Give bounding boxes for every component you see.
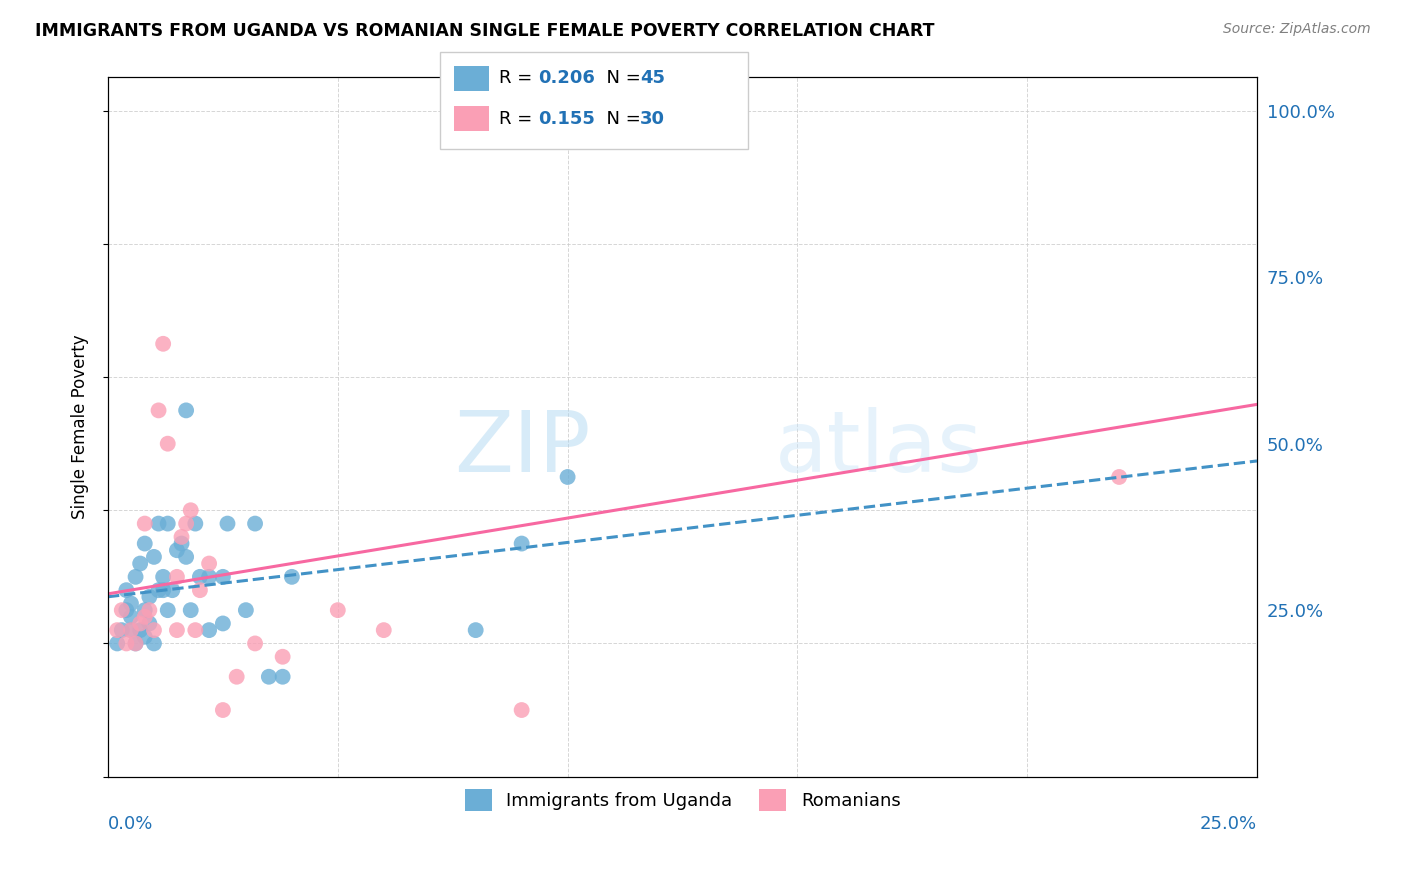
Point — [225, 670, 247, 684]
Point — [166, 570, 188, 584]
Point — [120, 623, 142, 637]
Text: Source: ZipAtlas.com: Source: ZipAtlas.com — [1223, 22, 1371, 37]
Point — [557, 103, 579, 118]
Point — [129, 623, 152, 637]
Point — [120, 623, 142, 637]
Point — [271, 649, 294, 664]
Point — [134, 516, 156, 531]
Point — [129, 557, 152, 571]
Text: 0.155: 0.155 — [538, 110, 595, 128]
Point — [138, 616, 160, 631]
Point — [271, 670, 294, 684]
Point — [138, 603, 160, 617]
Point — [174, 549, 197, 564]
Point — [243, 516, 266, 531]
Point — [111, 603, 134, 617]
Point — [152, 583, 174, 598]
Point — [142, 636, 165, 650]
Text: N =: N = — [595, 110, 647, 128]
Point — [124, 636, 146, 650]
Point — [243, 636, 266, 650]
Point — [257, 670, 280, 684]
Point — [174, 516, 197, 531]
Point — [115, 583, 138, 598]
Text: ZIP: ZIP — [454, 407, 591, 490]
Point — [198, 623, 221, 637]
Point — [129, 616, 152, 631]
Point — [120, 597, 142, 611]
Point — [134, 536, 156, 550]
Point — [152, 570, 174, 584]
Point — [170, 536, 193, 550]
Point — [115, 603, 138, 617]
Point — [142, 623, 165, 637]
Point — [188, 570, 211, 584]
Point — [156, 436, 179, 450]
Point — [148, 516, 170, 531]
Point — [510, 703, 533, 717]
Point — [281, 570, 304, 584]
Point — [148, 403, 170, 417]
Point — [162, 583, 184, 598]
Text: 0.206: 0.206 — [538, 70, 595, 87]
Point — [138, 590, 160, 604]
Point — [184, 516, 207, 531]
Text: 30: 30 — [640, 110, 665, 128]
Point — [156, 516, 179, 531]
Point — [326, 603, 349, 617]
Point — [180, 603, 202, 617]
Point — [217, 516, 239, 531]
Text: IMMIGRANTS FROM UGANDA VS ROMANIAN SINGLE FEMALE POVERTY CORRELATION CHART: IMMIGRANTS FROM UGANDA VS ROMANIAN SINGL… — [35, 22, 935, 40]
Point — [198, 557, 221, 571]
Point — [557, 470, 579, 484]
Text: 45: 45 — [640, 70, 665, 87]
Point — [134, 609, 156, 624]
Point — [510, 536, 533, 550]
Point — [105, 623, 128, 637]
Point — [111, 623, 134, 637]
Point — [180, 503, 202, 517]
Point — [235, 603, 257, 617]
Text: 0.0%: 0.0% — [108, 815, 153, 833]
Point — [373, 623, 395, 637]
Point — [124, 636, 146, 650]
Text: R =: R = — [499, 110, 538, 128]
Point — [188, 583, 211, 598]
Point — [134, 630, 156, 644]
Text: R =: R = — [499, 70, 538, 87]
Point — [184, 623, 207, 637]
Point — [212, 616, 235, 631]
Text: 25.0%: 25.0% — [1199, 815, 1257, 833]
Point — [166, 543, 188, 558]
Point — [152, 336, 174, 351]
Point — [174, 403, 197, 417]
Point — [464, 623, 486, 637]
Point — [134, 603, 156, 617]
Point — [115, 636, 138, 650]
Point — [1108, 470, 1130, 484]
Point — [166, 623, 188, 637]
Point — [212, 570, 235, 584]
Point — [212, 703, 235, 717]
Text: N =: N = — [595, 70, 647, 87]
Text: atlas: atlas — [775, 407, 983, 490]
Point — [198, 570, 221, 584]
Point — [148, 583, 170, 598]
Point — [156, 603, 179, 617]
Point — [170, 530, 193, 544]
Point — [120, 609, 142, 624]
Point — [142, 549, 165, 564]
Point — [105, 636, 128, 650]
Legend: Immigrants from Uganda, Romanians: Immigrants from Uganda, Romanians — [456, 780, 910, 820]
Point — [124, 570, 146, 584]
Y-axis label: Single Female Poverty: Single Female Poverty — [72, 334, 89, 519]
